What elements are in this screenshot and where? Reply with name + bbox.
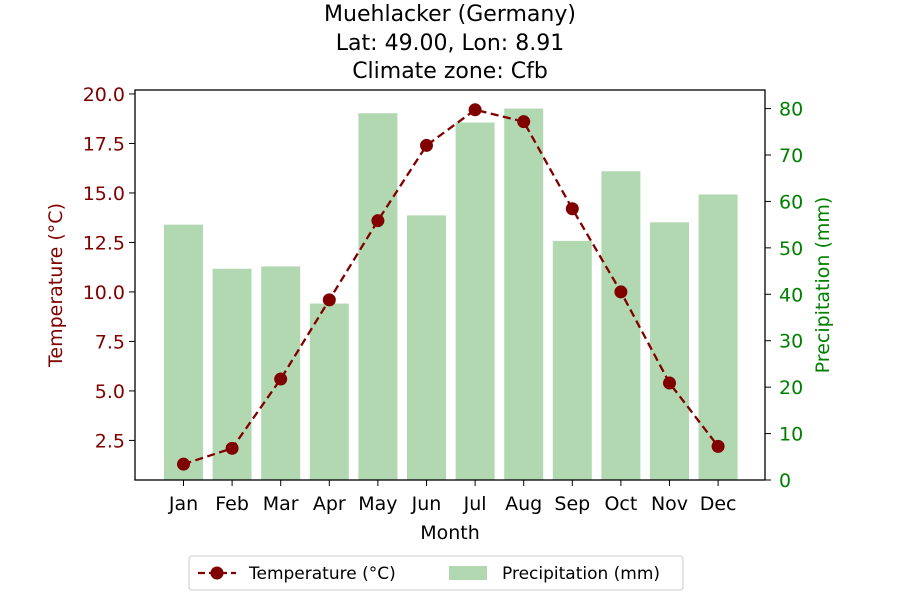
left-y-tick-label: 2.5 [95,430,125,452]
right-y-axis-ticks: 0 10 20 30 40 50 60 70 80 [765,99,803,492]
precipitation-bar-jan [164,224,203,480]
right-y-axis-label: Precipitation (mm) [812,197,834,374]
temperature-point-nov [663,376,676,390]
temperature-point-aug [517,115,531,129]
left-y-tick-label: 17.5 [83,133,125,155]
x-tick-label: Oct [604,493,637,515]
left-y-tick-label: 7.5 [95,331,125,353]
x-tick-label: Aug [505,493,542,515]
temperature-point-dec [711,439,725,453]
x-tick-label: Feb [215,493,249,515]
precipitation-bar-nov [650,222,689,481]
right-y-tick-label: 40 [779,284,803,306]
right-y-tick-label: 60 [779,191,803,213]
legend-temperature-swatch-marker [210,566,224,580]
temperature-series-line [183,108,720,466]
x-tick-label: Nov [651,493,688,515]
x-tick-label: Sep [554,493,590,515]
left-y-tick-label: 12.5 [83,232,125,254]
temperature-point-mar [274,372,288,386]
x-tick-label: Mar [263,493,299,515]
right-y-tick-label: 70 [779,145,803,167]
x-tick-label: Apr [313,493,346,515]
chart-title-line-3: Climate zone: Cfb [352,59,548,84]
x-tick-label: Dec [700,493,737,515]
temperature-line [177,103,725,471]
right-y-tick-label: 20 [779,377,803,399]
temperature-point-may [371,214,385,228]
legend-temperature-label: Temperature (°C) [248,564,396,584]
plot-frame [134,89,766,481]
x-axis-label: Month [420,522,480,544]
precipitation-bar-aug [504,108,544,481]
temperature-point-jun [420,138,433,152]
left-y-tick-label: 5.0 [95,381,125,403]
left-y-axis-label: Temperature (°C) [45,203,67,368]
temperature-point-jul [468,103,482,117]
x-tick-label: Jan [168,493,198,515]
precipitation-bar-jun [407,215,446,480]
chart-title-line-1: Muehlacker (Germany) [324,2,576,27]
right-y-tick-label: 30 [779,331,803,353]
legend: Temperature (°C) Precipitation (mm) [188,555,684,591]
precipitation-bar-jul [455,122,495,480]
x-axis-ticks: Jan Feb Mar Apr May Jun Jul Aug Sep Oct Nov Dec [168,480,737,515]
precipitation-bar-sep [552,240,592,480]
right-y-tick-label: 50 [779,238,803,260]
right-y-tick-label: 80 [779,99,803,121]
x-tick-label: Jul [463,493,487,515]
legend-precipitation-label: Precipitation (mm) [502,564,660,584]
precipitation-bar-apr [309,303,349,480]
precipitation-bars [164,108,738,481]
precipitation-bar-may [358,113,398,480]
x-tick-label: Jun [411,493,442,515]
left-y-tick-label: 15.0 [83,183,125,205]
temperature-point-jan [177,457,190,471]
right-y-tick-label: 10 [779,424,803,446]
left-y-tick-label: 20.0 [83,84,125,106]
temperature-point-feb [225,441,239,455]
temperature-point-oct [614,285,628,299]
legend-box [188,555,684,591]
chart-title-line-2: Lat: 49.00, Lon: 8.91 [336,31,564,56]
legend-precipitation-swatch [449,566,487,580]
left-y-tick-label: 10.0 [83,282,125,304]
x-tick-label: May [358,493,397,515]
left-y-axis-ticks: 2.5 5.0 7.5 10.0 12.5 15.0 17.5 20.0 [83,84,135,452]
temperature-point-apr [322,293,336,307]
precipitation-bar-dec [698,194,738,480]
precipitation-bar-oct [601,171,641,480]
right-y-tick-label: 0 [779,470,791,492]
temperature-point-sep [565,202,579,216]
